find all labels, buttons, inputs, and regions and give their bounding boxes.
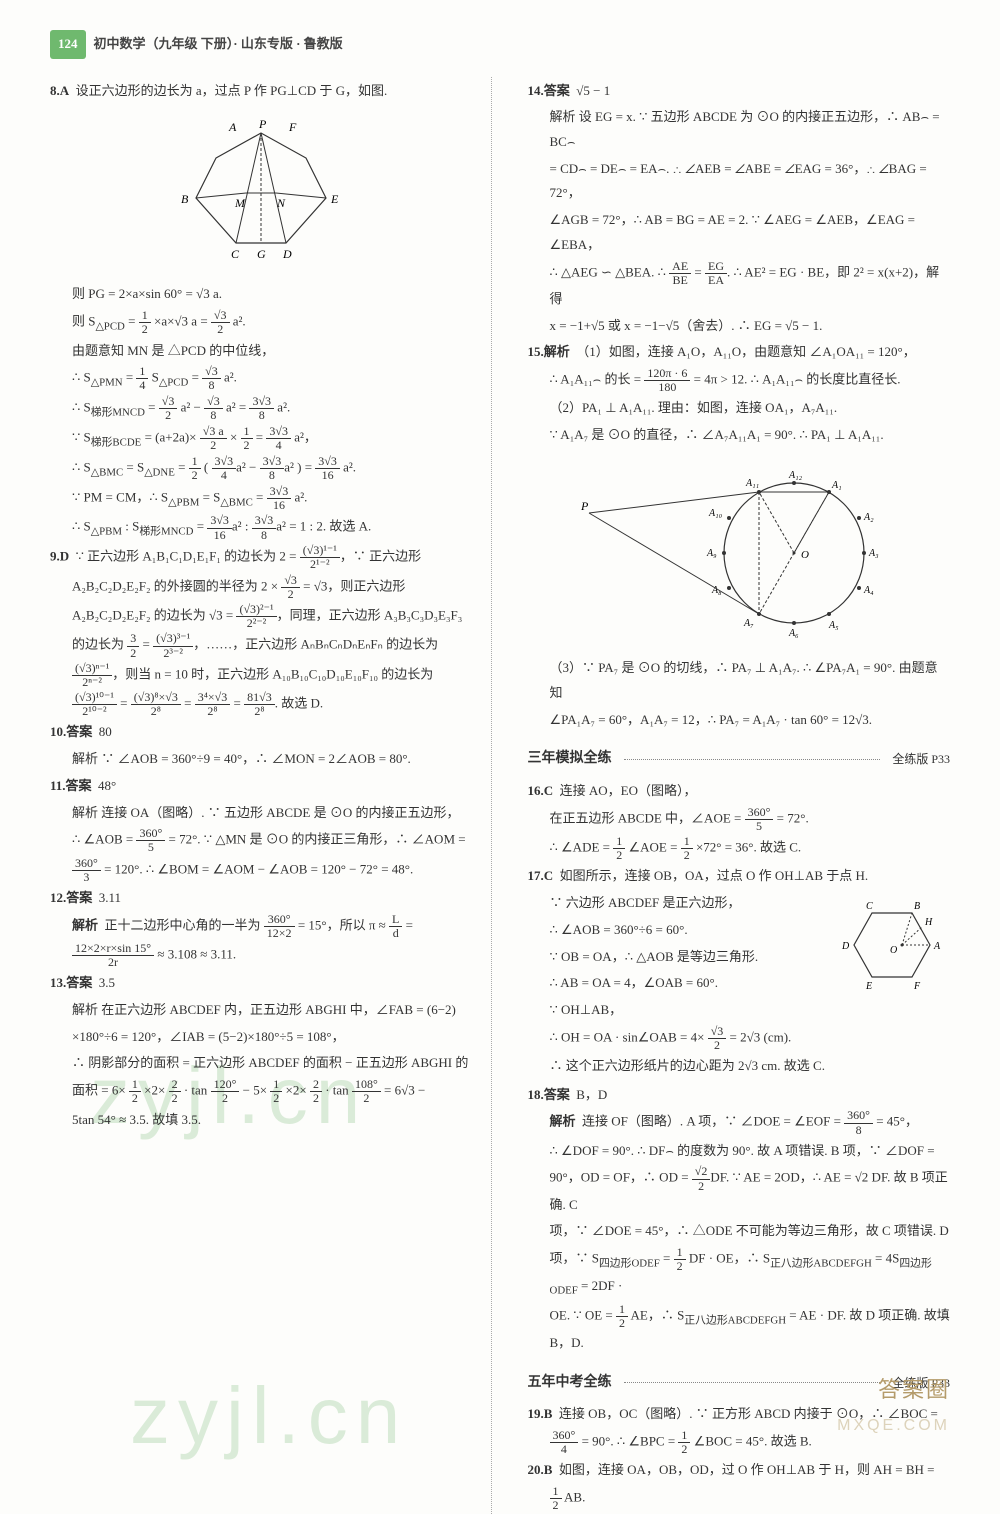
q18-expl: 项，∵ ∠DOE = 45°，∴ △ODE 不可能为等边三角形，故 C 项错误.… — [550, 1219, 951, 1244]
svg-text:A₂: A₂ — [863, 512, 874, 523]
svg-text:O: O — [801, 549, 809, 561]
svg-text:A₄: A₄ — [863, 585, 874, 596]
q17-line: ∵ 六边形 ABCDEF 是正六边形， — [550, 891, 951, 916]
q11-expl: 360°3 = 120°. ∴ ∠BOM = ∠AOM − ∠AOB = 120… — [72, 857, 473, 884]
q17: 17.C 如图所示，连接 OB，OA，过点 O 作 OH⊥AB 于点 H. — [528, 864, 951, 889]
q17-line: ∵ OH⊥AB， — [550, 998, 951, 1023]
q15-line: ∴ A₁A₁₁⌢ 的长 = 120π · 6180 = 4π > 12. ∴ A… — [550, 367, 951, 394]
svg-text:A₁₁: A₁₁ — [745, 478, 759, 489]
q8-line: 由题意知 MN 是 △PCD 的中位线， — [72, 339, 473, 364]
q10-expl: 解析 ∵ ∠AOB = 360°÷9 = 40°，∴ ∠MON = 2∠AOB … — [72, 747, 473, 772]
q17-line: ∴ ∠AOB = 360°÷6 = 60°. — [550, 918, 951, 943]
q18-expl: 项，∵ S四边形ODEF = 12 DF · OE，∴ S正八边形ABCDEFG… — [550, 1246, 951, 1301]
q8-line: 则 S△PCD = 12 ×a×√3 a = √32 a². — [72, 309, 473, 337]
svg-text:F: F — [288, 120, 297, 134]
page-header: 124 初中数学（九年级 下册）· 山东专版 · 鲁教版 — [50, 30, 950, 59]
q8-line: ∴ S梯形MNCD = √32 a² − √38 a² = 3√38 a². — [72, 395, 473, 423]
q17-line: ∴ OH = OA · sin∠OAB = 4× √32 = 2√3 (cm). — [550, 1025, 951, 1052]
q18-expl: 解析 连接 OF（图略）. A 项，∵ ∠DOE = ∠EOF = 360°8 … — [550, 1109, 951, 1136]
q9-line: A₂B₂C₂D₂E₂F₂ 的外接圆的半径为 2 × √32 = √3，则正六边形 — [72, 574, 473, 601]
q14-expl: x = −1+√5 或 x = −1−√5（舍去）. ∴ EG = √5 − 1… — [550, 314, 951, 339]
svg-text:A₆: A₆ — [788, 628, 799, 638]
q19: 19.B 连接 OB，OC（图略）. ∵ 正方形 ABCD 内接于 ⊙O，∴ ∠… — [528, 1402, 951, 1427]
section-3year-title: 三年模拟全练 全练版 P33 — [528, 746, 951, 773]
q20-line: 12 AB. — [550, 1485, 951, 1512]
q8-line: ∴ S△PMN = 14 S△PCD = √38 a². — [72, 365, 473, 393]
q11-expl: 解析 连接 OA（图略）. ∵ 五边形 ABCDE 是 ⊙O 的内接正五边形， — [72, 801, 473, 826]
svg-text:A₁₀: A₁₀ — [708, 508, 723, 519]
svg-text:A₅: A₅ — [828, 620, 839, 631]
q13-expl: 面积 = 6× 12 ×2× 22 · tan 120°2 − 5× 12 ×2… — [72, 1078, 473, 1105]
q18: 18.答案 B，D — [528, 1083, 951, 1108]
q12-expl: 12×2×r×sin 15°2r ≈ 3.108 ≈ 3.11. — [72, 942, 473, 969]
q10: 10.答案 80 — [50, 720, 473, 745]
q9-line: A₂B₂C₂D₂E₂F₂ 的边长为 √3 = (√3)²⁻¹2²⁻²，同理，正六… — [72, 603, 473, 630]
q8-label: 8.A 设正六边形的边长为 a，过点 P 作 PG⊥CD 于 G，如图. — [50, 79, 473, 104]
q16-line: 在正五边形 ABCDE 中，∠AOE = 360°5 = 72°. — [550, 806, 951, 833]
column-right: 14.答案 √5 − 1 解析 设 EG = x. ∵ 五边形 ABCDE 为 … — [528, 77, 951, 1514]
q13-expl: 5tan 54° ≈ 3.5. 故填 3.5. — [72, 1108, 473, 1133]
svg-text:E: E — [330, 192, 339, 206]
q8-line: ∴ S△PBM : S梯形MNCD = 3√316a² : 3√38a² = 1… — [72, 514, 473, 542]
q11-expl: ∴ ∠AOB = 360°5 = 72°. ∵ △MN 是 ⊙O 的内接正三角形… — [72, 827, 473, 854]
q8-line: ∵ S梯形BCDE = (a+2a)× √3 a2 × 12 = 3√34 a²… — [72, 425, 473, 453]
q17-line: ∴ 这个正六边形纸片的边心距为 2√3 cm. 故选 C. — [550, 1054, 951, 1079]
q8-line: ∵ PM = CM，∴ S△PBM = S△BMC = 3√316 a². — [72, 485, 473, 513]
q13-expl: 解析 在正六边形 ABCDEF 内，正五边形 ABGHI 中，∠FAB = (6… — [72, 998, 473, 1023]
q14: 14.答案 √5 − 1 — [528, 79, 951, 104]
q14-expl: 解析 设 EG = x. ∵ 五边形 ABCDE 为 ⊙O 的内接正五边形，∴ … — [550, 105, 951, 154]
svg-text:A₃: A₃ — [868, 548, 879, 559]
q13-expl: ∴ 阴影部分的面积 = 正六边形 ABCDEF 的面积 − 正五边形 ABGHI… — [72, 1051, 473, 1076]
q15-circle-figure: O A₁ A₂ A₃ A₄ A₅ A₆ A₇ A₈ A₉ A₁₀ A₁₁ A₁₂ — [528, 458, 951, 647]
q8-hexagon-figure: A P F B E C G D M N — [50, 113, 473, 272]
q18-expl: ∴ ∠DOF = 90°. ∴ DF⌢ 的度数为 90°. 故 A 项错误. B… — [550, 1139, 951, 1164]
q16-line: ∴ ∠ADE = 12 ∠AOE = 12 ×72° = 36°. 故选 C. — [550, 835, 951, 862]
q12-expl: 解析 正十二边形中心角的一半为 360°12×2 = 15°，所以 π ≈ Ld… — [72, 913, 473, 940]
svg-text:P: P — [580, 499, 589, 513]
column-left: 8.A 设正六边形的边长为 a，过点 P 作 PG⊥CD 于 G，如图. A P… — [50, 77, 492, 1514]
svg-text:C: C — [231, 247, 240, 261]
q13: 13.答案 3.5 — [50, 971, 473, 996]
q9-line: 的边长为 32 = (√3)³⁻¹2³⁻²，……，正六边形 AₙBₙCₙDₙEₙ… — [72, 632, 473, 659]
q9-label: 9.D ∵ 正六边形 A₁B₁C₁D₁E₁F₁ 的边长为 2 = (√3)¹⁻¹… — [50, 544, 473, 571]
svg-text:A₁₂: A₁₂ — [788, 470, 803, 481]
q15-line: （3）∵ PA₇ 是 ⊙O 的切线，∴ PA₇ ⊥ A₁A₇. ∴ ∠PA₇A₁… — [550, 656, 951, 705]
q13-expl: ×180°÷6 = 120°，∠IAB = (5−2)×180°÷5 = 108… — [72, 1025, 473, 1050]
q15-line: ∵ A₁A₇ 是 ⊙O 的直径，∴ ∠A₇A₁₁A₁ = 90°. ∴ PA₁ … — [550, 423, 951, 448]
q15-line: ∠PA₁A₇ = 60°，A₁A₇ = 12，∴ PA₇ = A₁A₇ · ta… — [550, 708, 951, 733]
q8-line: ∴ S△BMC = S△DNE = 12 ( 3√34a² − 3√38a² )… — [72, 455, 473, 483]
q9-line: (√3)ⁿ⁻¹2ⁿ⁻²，则当 n = 10 时，正六边形 A₁₀B₁₀C₁₀D₁… — [72, 662, 473, 689]
q12: 12.答案 3.11 — [50, 886, 473, 911]
q8-line: 则 PG = 2×a×sin 60° = √3 a. — [72, 282, 473, 307]
q11: 11.答案 48° — [50, 774, 473, 799]
svg-text:G: G — [257, 247, 266, 261]
svg-text:N: N — [276, 196, 286, 210]
q14-expl: ∠AGB = 72°，∴ AB = BG = AE = 2. ∵ ∠AEG = … — [550, 208, 951, 257]
q9-line: (√3)¹⁰⁻¹2¹⁰⁻² = (√3)⁸×√32⁸ = 3⁴×√32⁸ = 8… — [72, 691, 473, 718]
svg-text:D: D — [282, 247, 292, 261]
q14-expl: = CD⌢ = DE⌢ = EA⌢. ∴ ∠AEB = ∠ABE = ∠EAG … — [550, 157, 951, 206]
q17-line: ∴ AB = OA = 4，∠OAB = 60°. — [550, 971, 951, 996]
q18-expl: OE. ∵ OE = 12 AE，∴ S正八边形ABCDEFGH = AE · … — [550, 1303, 951, 1356]
q17-line: ∵ OB = OA，∴ △AOB 是等边三角形. — [550, 945, 951, 970]
svg-text:A₁: A₁ — [831, 480, 842, 491]
page-title: 初中数学（九年级 下册）· 山东专版 · 鲁教版 — [94, 32, 343, 57]
svg-text:A: A — [228, 120, 237, 134]
columns: 8.A 设正六边形的边长为 a，过点 P 作 PG⊥CD 于 G，如图. A P… — [50, 77, 950, 1514]
q15-line: （2）PA₁ ⊥ A₁A₁₁. 理由：如图，连接 OA₁，A₇A₁₁. — [550, 396, 951, 421]
svg-text:A₉: A₉ — [706, 548, 717, 559]
svg-text:P: P — [258, 117, 267, 131]
svg-text:M: M — [234, 196, 246, 210]
q18-expl: 90°，OD = OF，∴ OD = √22DF. ∵ AE = 2OD，∴ A… — [550, 1165, 951, 1217]
svg-text:A₇: A₇ — [743, 618, 754, 629]
svg-text:B: B — [181, 192, 189, 206]
page-number: 124 — [50, 30, 86, 59]
q14-expl: ∴ △AEG ∽ △BEA. ∴ AEBE = EGEA. ∴ AE² = EG… — [550, 260, 951, 312]
q16: 16.C 连接 AO，EO（图略）， — [528, 779, 951, 804]
q15-label: 15.解析 （1）如图，连接 A₁O，A₁₁O，由题意知 ∠A₁OA₁₁ = 1… — [528, 340, 951, 365]
q19-line: 360°4 = 90°. ∴ ∠BPC = 12 ∠BOC = 45°. 故选 … — [550, 1429, 951, 1456]
